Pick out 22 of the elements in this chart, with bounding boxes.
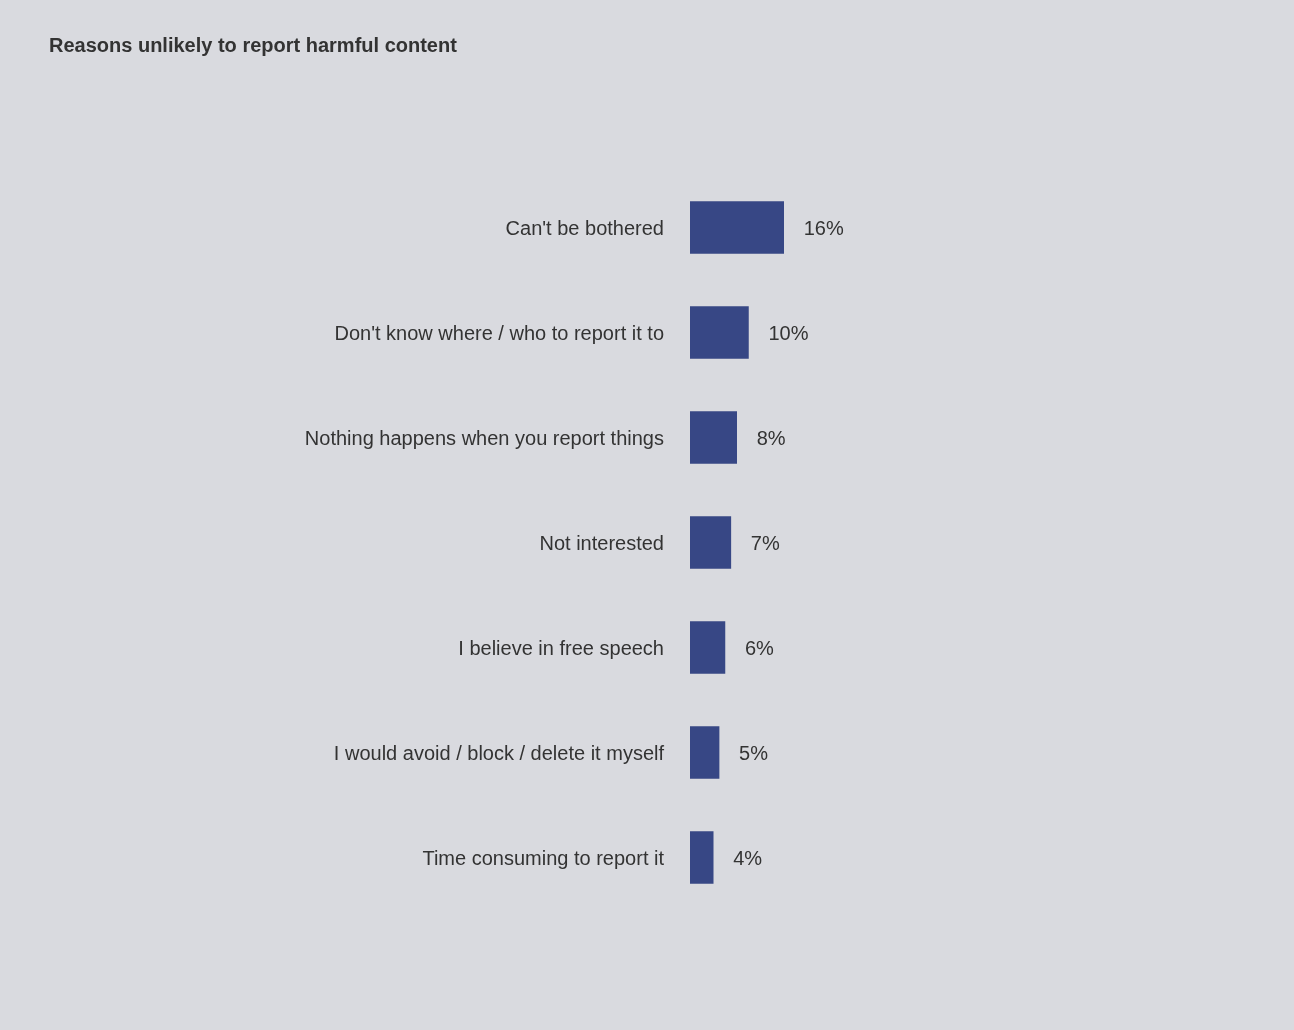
data-label: 16% bbox=[787, 216, 844, 239]
y-tick-label: Time consuming to report it bbox=[422, 846, 665, 869]
y-tick-label: Don't know where / who to report it to bbox=[334, 321, 664, 344]
bar bbox=[690, 201, 784, 254]
y-tick-label: Nothing happens when you report things bbox=[304, 426, 664, 449]
data-label: 8% bbox=[740, 426, 786, 449]
bar bbox=[690, 516, 732, 569]
bar bbox=[690, 411, 737, 464]
data-label: 5% bbox=[722, 741, 769, 764]
bar bbox=[690, 621, 726, 674]
bar bbox=[690, 306, 749, 359]
text: Reasons unlikely to report harmful content bbox=[49, 34, 458, 56]
y-tick-label: Not interested bbox=[539, 531, 664, 554]
data-label: 6% bbox=[728, 636, 775, 659]
bar bbox=[690, 726, 720, 779]
y-tick-label: I believe in free speech bbox=[458, 636, 664, 659]
bar bbox=[690, 831, 714, 884]
data-label: 4% bbox=[716, 846, 763, 869]
data-label: 10% bbox=[751, 321, 809, 344]
y-tick-label: Can't be bothered bbox=[505, 216, 664, 239]
y-tick-label: I would avoid / block / delete it myself bbox=[333, 741, 665, 764]
data-label: 7% bbox=[734, 531, 780, 554]
